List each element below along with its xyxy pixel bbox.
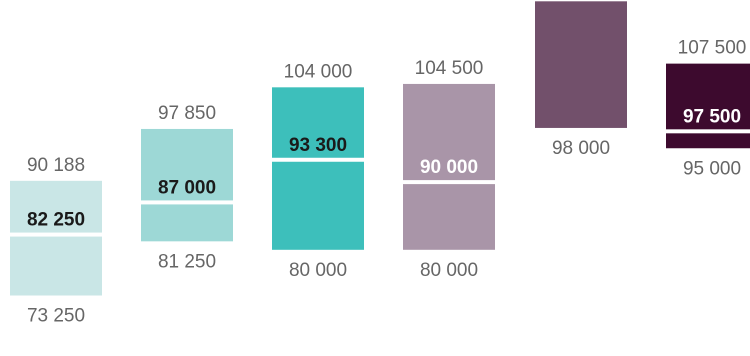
range-bar	[272, 87, 364, 250]
median-line	[10, 232, 102, 237]
max-label: 97 850	[158, 103, 216, 124]
range-bar-group: 87 000 97 850 81 250	[141, 103, 233, 272]
median-label: 97 500	[683, 106, 741, 127]
range-bar	[10, 180, 102, 296]
min-label: 81 250	[158, 251, 216, 272]
max-label: 104 500	[415, 58, 484, 79]
median-label: 82 250	[27, 210, 85, 231]
range-bar	[666, 63, 750, 149]
median-label: 93 300	[289, 135, 347, 156]
min-label: 80 000	[289, 260, 347, 281]
range-bar	[141, 128, 233, 242]
min-label: 95 000	[683, 158, 741, 179]
range-bar-group: 82 250 90 188 73 250	[10, 155, 102, 326]
max-label: 90 188	[27, 155, 85, 176]
range-bar-group: 93 300 104 000 80 000	[272, 61, 364, 281]
max-label: 107 500	[678, 38, 747, 59]
median-line	[272, 157, 364, 162]
median-label: 90 000	[420, 157, 478, 178]
min-label: 98 000	[552, 138, 610, 159]
median-label: 87 000	[158, 177, 216, 198]
min-label: 80 000	[420, 260, 478, 281]
min-label: 73 250	[27, 305, 85, 326]
max-label: 104 000	[284, 61, 353, 82]
median-line	[141, 200, 233, 205]
range-bar	[535, 0, 627, 128]
range-bar	[403, 83, 495, 250]
range-bar-group: 90 000 104 500 80 000	[403, 58, 495, 281]
median-line	[403, 180, 495, 185]
range-bar-group: 97 500 107 500 95 000	[666, 38, 750, 179]
median-line	[666, 129, 750, 134]
median-line	[535, 0, 627, 2]
